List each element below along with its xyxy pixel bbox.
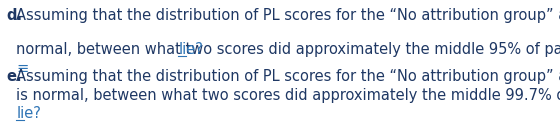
Text: ≡: ≡: [16, 61, 29, 76]
Text: e.: e.: [7, 69, 22, 83]
Text: Assuming that the distribution of PL scores for the “No attribution group” at “O: Assuming that the distribution of PL sco…: [16, 69, 560, 83]
Text: lie?: lie?: [178, 42, 203, 57]
Text: normal, between what two scores did approximately the middle 95% of participants: normal, between what two scores did appr…: [16, 42, 560, 57]
Text: is normal, between what two scores did approximately the middle 99.7% of partici: is normal, between what two scores did a…: [16, 88, 560, 103]
Text: lie?: lie?: [16, 106, 41, 121]
Text: d.: d.: [7, 8, 22, 23]
Text: Assuming that the distribution of PL scores for the “No attribution group” at “I: Assuming that the distribution of PL sco…: [16, 8, 560, 23]
